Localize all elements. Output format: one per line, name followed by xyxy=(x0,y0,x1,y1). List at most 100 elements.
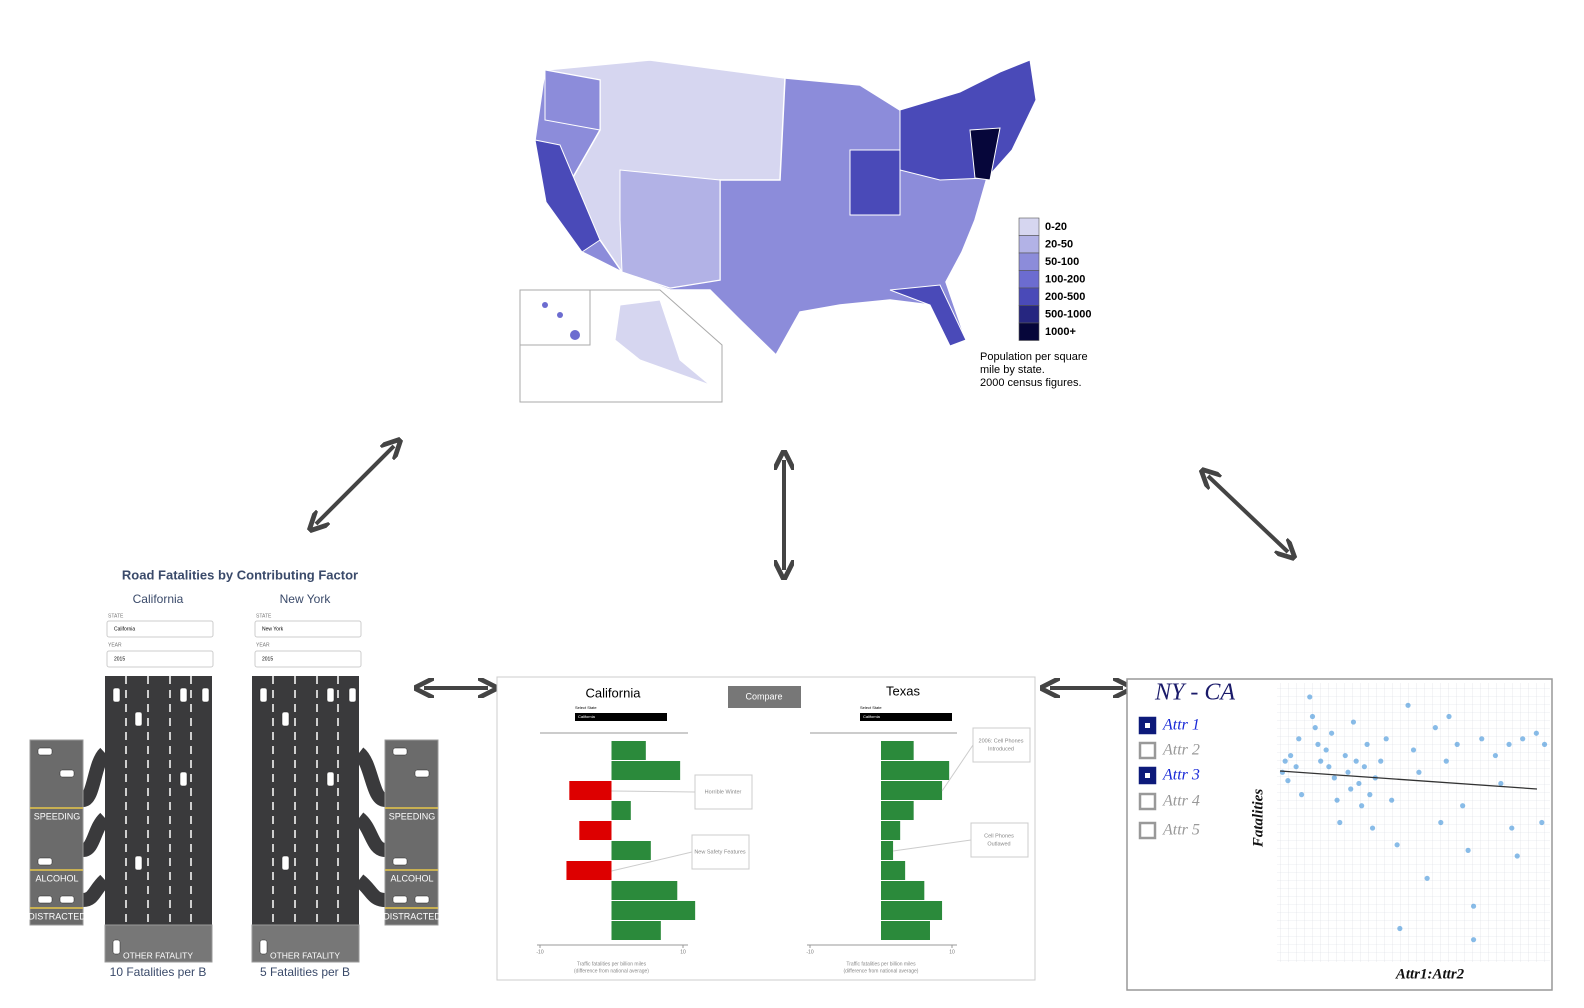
annotation-text: New Safety Features xyxy=(694,849,746,855)
point xyxy=(1342,752,1348,759)
point xyxy=(1383,736,1389,742)
point xyxy=(1506,741,1512,747)
state-select[interactable] xyxy=(860,713,952,721)
attr-label[interactable]: Attr 3 xyxy=(1162,767,1200,784)
bar xyxy=(881,901,943,920)
road-panels: California STATE California YEAR 2015 SPEEDIN… xyxy=(28,592,441,979)
bar xyxy=(611,761,681,780)
point xyxy=(1356,780,1362,787)
compare-button-label[interactable]: Compare xyxy=(745,691,782,701)
car xyxy=(112,939,121,955)
point xyxy=(1405,702,1411,708)
state-select[interactable] xyxy=(575,713,667,721)
year-select[interactable] xyxy=(106,650,214,668)
car xyxy=(37,895,53,904)
lane-label: ALCOHOL xyxy=(390,873,433,883)
year-select-value[interactable]: 2015 xyxy=(114,656,125,662)
trend-line xyxy=(1279,770,1538,790)
parking-lot xyxy=(384,739,439,926)
attr-label[interactable]: Attr 2 xyxy=(1162,742,1200,759)
car xyxy=(392,857,408,866)
plot-area xyxy=(1277,683,1550,962)
road xyxy=(105,676,212,925)
car xyxy=(259,687,268,703)
annotation-text: 2006: Cell Phones xyxy=(979,738,1024,744)
checkbox[interactable] xyxy=(1138,741,1157,760)
legend-swatch xyxy=(1018,305,1040,324)
footer: 10 Fatalities per B xyxy=(110,965,207,979)
compare-button[interactable] xyxy=(728,686,801,708)
checkbox[interactable] xyxy=(1138,792,1157,811)
bar xyxy=(569,781,612,800)
state-select-value[interactable]: California xyxy=(863,714,881,719)
car xyxy=(392,747,408,756)
legend-swatch xyxy=(1018,322,1040,341)
axis-label: (difference from national average) xyxy=(844,968,919,974)
bar xyxy=(611,741,646,760)
car xyxy=(326,771,335,787)
car xyxy=(134,855,143,871)
point xyxy=(1378,758,1384,764)
attr-label[interactable]: Attr 1 xyxy=(1162,717,1200,734)
us-map xyxy=(519,58,1037,403)
state-select-value[interactable]: California xyxy=(578,714,596,719)
point xyxy=(1329,730,1335,736)
bar xyxy=(611,881,678,900)
point xyxy=(1509,825,1515,831)
car xyxy=(37,857,53,866)
ramp xyxy=(353,747,388,807)
car xyxy=(201,687,210,703)
point xyxy=(1331,775,1337,781)
annotation-box xyxy=(694,774,753,810)
state-select-value[interactable]: New York xyxy=(262,626,284,632)
attr-label[interactable]: Attr 5 xyxy=(1162,822,1200,839)
point xyxy=(1410,747,1417,753)
point xyxy=(1479,736,1485,742)
point xyxy=(1326,764,1332,770)
chart-title: Texas xyxy=(886,683,920,698)
parking-lot xyxy=(29,739,84,926)
compare-charts: California Select State California -10 10 Tra… xyxy=(536,683,1031,974)
bar xyxy=(579,821,612,840)
point xyxy=(1309,713,1316,720)
car xyxy=(392,895,408,904)
legend-label: 1000+ xyxy=(1045,326,1076,338)
point xyxy=(1438,819,1444,826)
point xyxy=(1348,786,1354,792)
point xyxy=(1394,842,1400,848)
point xyxy=(1345,769,1351,775)
ramp xyxy=(354,874,386,907)
year-select-value[interactable]: 2015 xyxy=(262,656,273,662)
attr-label[interactable]: Attr 4 xyxy=(1162,793,1200,810)
year-select[interactable] xyxy=(254,650,362,668)
car xyxy=(134,711,143,727)
state-name: California xyxy=(133,592,184,606)
point xyxy=(1416,769,1422,775)
point xyxy=(1323,747,1329,753)
lane-label: DISTRACTED xyxy=(383,911,441,921)
checkbox[interactable] xyxy=(1138,821,1157,840)
state-select[interactable] xyxy=(106,620,214,638)
point xyxy=(1460,803,1466,809)
point xyxy=(1470,937,1477,943)
map-legend: 0-20 20-50 50-100 100-200 200-500 500-1000 100… xyxy=(980,217,1092,389)
point xyxy=(1350,719,1357,725)
state-select[interactable] xyxy=(254,620,362,638)
annotation-leader xyxy=(893,839,972,852)
ramp xyxy=(80,747,111,807)
legend-swatch xyxy=(1018,270,1040,289)
checkbox-mark[interactable] xyxy=(1145,773,1150,778)
legend-label: 500-1000 xyxy=(1045,308,1092,320)
checkbox-mark[interactable] xyxy=(1145,723,1150,728)
annotation-text: Outlawed xyxy=(987,841,1010,847)
other-label: OTHER FATALITY xyxy=(270,950,340,960)
car xyxy=(259,939,268,955)
car xyxy=(112,687,121,703)
car xyxy=(179,771,188,787)
select-label: Select State xyxy=(575,705,597,710)
annotation-box xyxy=(691,834,750,870)
legend-swatch xyxy=(1018,287,1040,306)
bar xyxy=(881,881,925,900)
point xyxy=(1397,925,1403,932)
state-select-value[interactable]: California xyxy=(114,626,135,632)
